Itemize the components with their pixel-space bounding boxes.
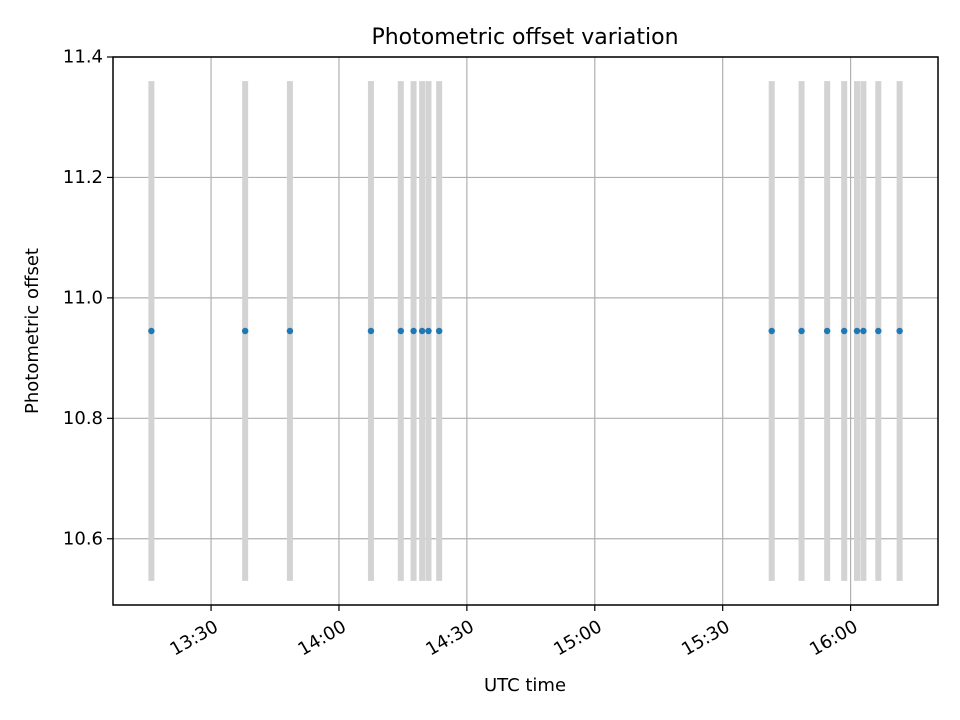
y-tick-label: 10.6 [63, 528, 103, 549]
data-point [148, 327, 155, 335]
x-axis-title: UTC time [484, 675, 566, 696]
data-point [241, 327, 249, 335]
plot-frame [112, 56, 939, 606]
y-tick-label: 11.0 [63, 287, 103, 308]
data-point [823, 327, 831, 335]
data-point [860, 327, 867, 335]
y-tick-label: 10.8 [63, 408, 103, 429]
data-point [425, 327, 432, 335]
data-point [798, 327, 805, 335]
data-point [768, 327, 775, 335]
data-point [435, 327, 443, 335]
point-layer [148, 327, 903, 335]
y-axis-title: Photometric offset [22, 248, 43, 414]
data-point [286, 327, 294, 335]
data-point [397, 327, 404, 335]
chart-title: Photometric offset variation [371, 25, 678, 50]
data-point [853, 327, 861, 335]
data-point [896, 327, 903, 335]
y-tick-label: 11.4 [63, 47, 103, 68]
y-tick-label: 11.2 [63, 167, 103, 188]
data-point [410, 327, 417, 335]
data-point [367, 327, 375, 335]
data-point [841, 327, 848, 335]
data-point [418, 327, 426, 335]
data-point [875, 327, 882, 335]
